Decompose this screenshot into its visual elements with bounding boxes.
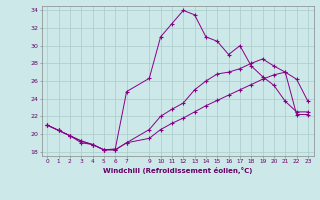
X-axis label: Windchill (Refroidissement éolien,°C): Windchill (Refroidissement éolien,°C) xyxy=(103,167,252,174)
